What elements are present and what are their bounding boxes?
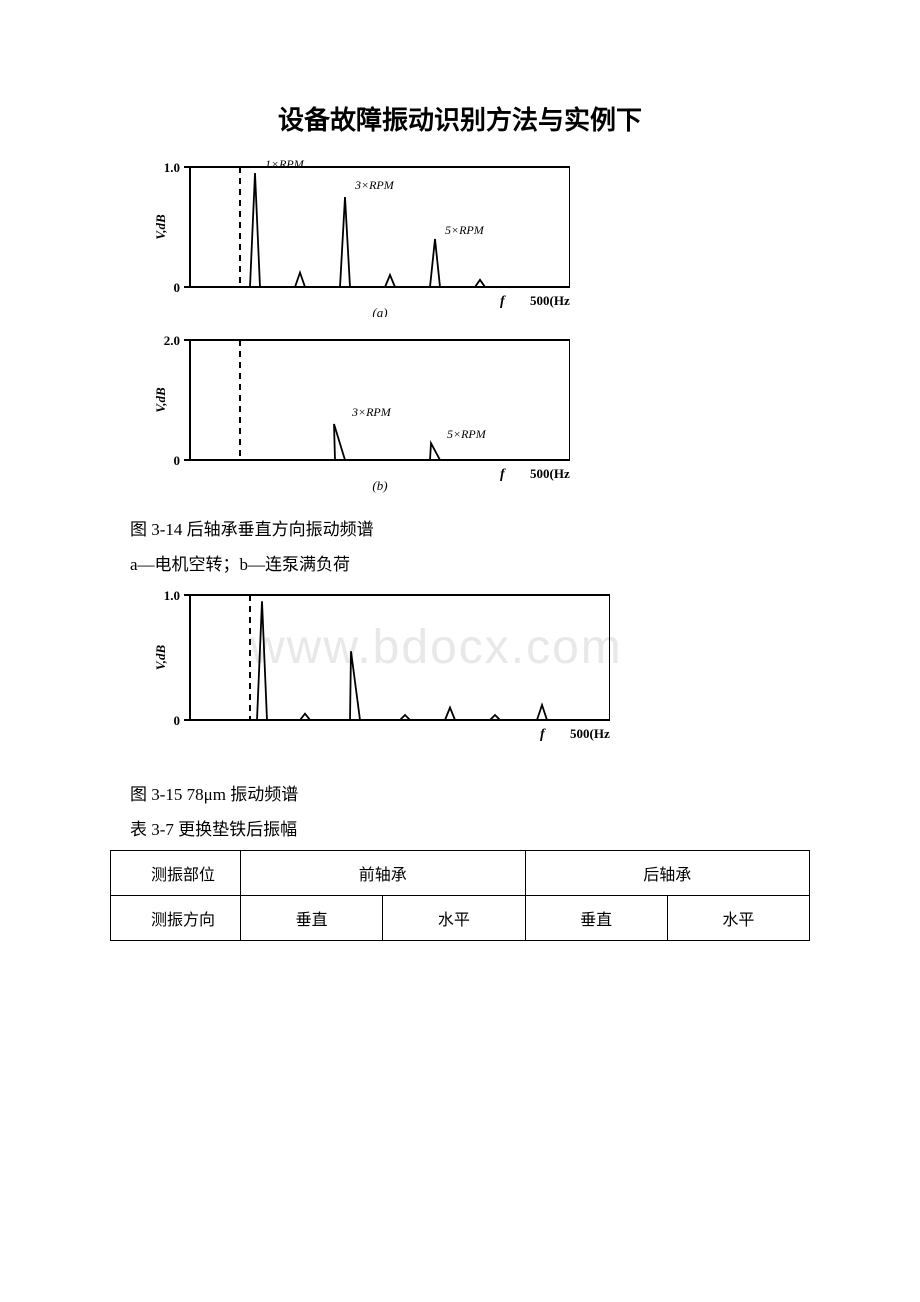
- table-cell: 垂直: [241, 896, 383, 941]
- svg-text:V,dB: V,dB: [153, 644, 168, 670]
- caption-3-14-sub: a—电机空转；b—连泵满负荷: [130, 550, 810, 575]
- caption-3-7: 表 3-7 更换垫铁后振幅: [130, 815, 810, 840]
- svg-text:V,dB: V,dB: [153, 214, 168, 240]
- amplitude-table: 测振部位前轴承后轴承测振方向垂直水平垂直水平: [110, 850, 810, 941]
- chart-b: 0 2.0 V,dB 3×RPM 5×RPM f 500(Hz) (b): [150, 330, 810, 505]
- table-row-header: 测振部位: [111, 851, 241, 896]
- svg-text:1×RPM: 1×RPM: [265, 157, 305, 171]
- svg-text:V,dB: V,dB: [153, 387, 168, 413]
- chart-a: 0 1.0 V,dB 1×RPM 3×RPM 5×RPM f 500(Hz) (a): [150, 157, 810, 322]
- svg-text:f: f: [500, 294, 506, 309]
- svg-text:f: f: [540, 727, 546, 742]
- svg-text:(a): (a): [372, 305, 387, 317]
- svg-text:0: 0: [174, 453, 181, 468]
- chart-c: 0 1.0 V,dB f 500(Hz): [150, 585, 810, 750]
- svg-text:0: 0: [174, 713, 181, 728]
- table-row-header: 测振方向: [111, 896, 241, 941]
- page-title: 设备故障振动识别方法与实例下: [110, 100, 810, 137]
- caption-3-14: 图 3-14 后轴承垂直方向振动频谱: [130, 515, 810, 540]
- svg-text:500(Hz): 500(Hz): [570, 726, 610, 741]
- svg-text:f: f: [500, 467, 506, 482]
- svg-text:5×RPM: 5×RPM: [445, 223, 485, 237]
- table-cell: 前轴承: [241, 851, 526, 896]
- svg-text:0: 0: [174, 280, 181, 295]
- table-cell: 水平: [383, 896, 525, 941]
- svg-text:3×RPM: 3×RPM: [354, 178, 395, 192]
- table-cell: 水平: [667, 896, 809, 941]
- svg-text:5×RPM: 5×RPM: [447, 427, 487, 441]
- svg-text:(b): (b): [372, 478, 387, 493]
- table-cell: 后轴承: [525, 851, 810, 896]
- svg-text:1.0: 1.0: [164, 588, 180, 603]
- svg-text:2.0: 2.0: [164, 333, 180, 348]
- svg-text:500(Hz): 500(Hz): [530, 466, 570, 481]
- content: 设备故障振动识别方法与实例下 0 1.0 V,dB 1×RPM 3×RPM 5×RPM f 5…: [110, 100, 810, 941]
- caption-3-15: 图 3-15 78μm 振动频谱: [130, 780, 810, 805]
- table-cell: 垂直: [525, 896, 667, 941]
- svg-text:3×RPM: 3×RPM: [351, 405, 392, 419]
- svg-text:1.0: 1.0: [164, 160, 180, 175]
- svg-text:500(Hz): 500(Hz): [530, 293, 570, 308]
